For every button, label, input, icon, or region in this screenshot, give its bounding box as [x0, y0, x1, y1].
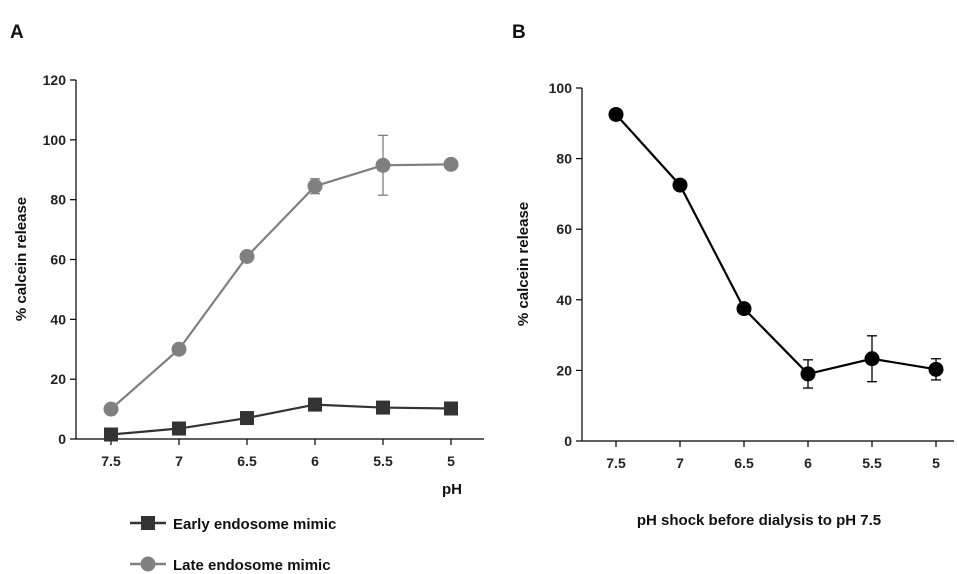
chart-b: 0 20 40 60 80 100 7.5 7 6.5 6 5.5 5 % calcein relea… [515, 80, 954, 529]
data-point [104, 427, 118, 442]
data-point [308, 397, 322, 412]
y-tick-label: 60 [50, 252, 66, 268]
x-tick-label: 7.5 [101, 453, 121, 469]
x-tick-label: 5.5 [373, 453, 393, 469]
data-point [443, 156, 459, 172]
legend: Early endosome mimic Late endosome mimic [130, 516, 336, 574]
data-point [928, 361, 944, 377]
x-tick-label: 6.5 [237, 453, 257, 469]
chart-a-tick-labels: 0 20 40 60 80 100 120 7.5 7 6.5 6 5.5 5 [43, 72, 455, 469]
y-tick-label: 20 [556, 362, 572, 378]
x-tick-label: 5.5 [862, 455, 882, 471]
data-point [672, 177, 688, 193]
legend-early-label: Early endosome mimic [173, 516, 336, 533]
chart-a-series [103, 134, 459, 442]
series-line [615, 113, 937, 376]
data-point [376, 400, 390, 415]
legend-item-early: Early endosome mimic [130, 516, 336, 533]
y-tick-label: 40 [50, 311, 66, 327]
data-point [171, 341, 187, 357]
panel-b-letter: B [512, 22, 526, 43]
x-tick-label: 6 [311, 453, 319, 469]
chart-a-axes [70, 79, 484, 445]
y-tick-label: 100 [43, 132, 67, 148]
y-tick-label: 100 [549, 80, 573, 96]
chart-b-axes [576, 87, 954, 447]
data-point [608, 106, 624, 122]
y-tick-label: 80 [50, 192, 66, 208]
data-point [375, 157, 391, 173]
y-tick-label: 60 [556, 221, 572, 237]
chart-b-tick-labels: 0 20 40 60 80 100 7.5 7 6.5 6 5.5 5 [549, 80, 940, 471]
series-line [110, 403, 452, 436]
y-tick-label: 20 [50, 371, 66, 387]
data-point [172, 421, 186, 436]
y-tick-label: 0 [58, 431, 66, 447]
x-tick-label: 5 [932, 455, 940, 471]
x-tick-label: 6.5 [734, 455, 754, 471]
panel-a-letter: A [10, 22, 24, 43]
legend-late-label: Late endosome mimic [173, 557, 331, 574]
x-tick-label: 6 [804, 455, 812, 471]
x-tick-label: 7.5 [606, 455, 626, 471]
x-tick-label: 7 [676, 455, 684, 471]
data-point [240, 411, 254, 426]
y-tick-label: 0 [564, 433, 572, 449]
data-point [307, 178, 323, 194]
data-point [444, 401, 458, 416]
data-point [103, 401, 119, 417]
chart-a: 0 20 40 60 80 100 120 7.5 7 6.5 6 5.5 5 % calcein re… [13, 72, 484, 498]
data-point [736, 301, 752, 317]
chart-b-series [608, 106, 944, 389]
legend-item-late: Late endosome mimic [130, 556, 331, 574]
y-tick-label: 80 [556, 151, 572, 167]
x-tick-label: 5 [447, 453, 455, 469]
chart-b-y-axis-label: % calcein release [515, 202, 532, 326]
series-line [110, 163, 452, 410]
y-tick-label: 40 [556, 292, 572, 308]
data-point [239, 249, 255, 265]
chart-a-y-axis-label: % calcein release [13, 197, 30, 321]
chart-b-x-axis-label: pH shock before dialysis to pH 7.5 [637, 512, 881, 529]
data-point [800, 366, 816, 382]
y-tick-label: 120 [43, 72, 67, 88]
x-tick-label: 7 [175, 453, 183, 469]
data-point [864, 351, 880, 367]
chart-a-x-axis-label: pH [442, 481, 462, 498]
legend-late-marker [140, 556, 156, 572]
legend-early-marker [141, 516, 155, 530]
